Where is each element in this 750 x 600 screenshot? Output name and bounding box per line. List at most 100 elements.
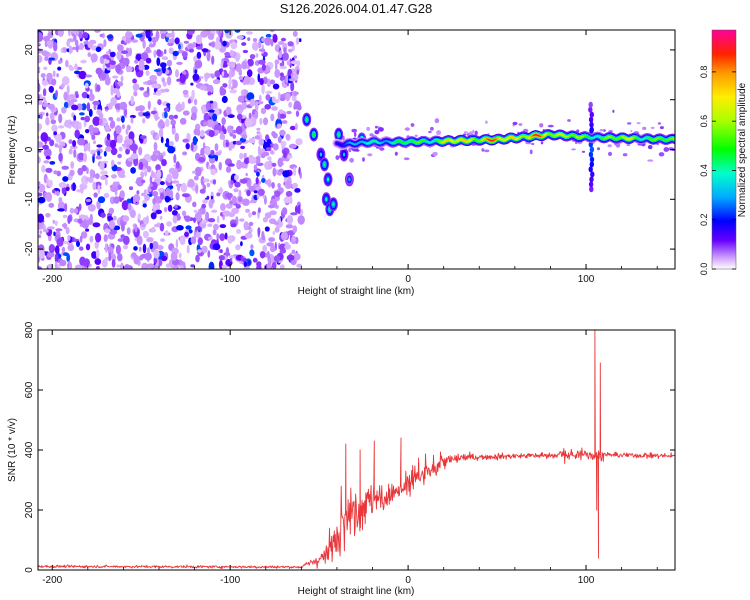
noise-blob bbox=[221, 264, 228, 269]
line-halo-blob bbox=[362, 157, 365, 162]
noise-blob bbox=[210, 102, 214, 112]
noise-blob bbox=[121, 200, 129, 211]
noise-blob bbox=[272, 167, 277, 177]
noise-blob bbox=[53, 131, 58, 136]
noise-blob bbox=[164, 195, 170, 203]
noise-blob bbox=[164, 111, 168, 119]
line-halo-blob bbox=[394, 151, 398, 156]
noise-blob bbox=[191, 141, 194, 152]
noise-blob bbox=[44, 56, 49, 62]
noise-blob bbox=[66, 40, 70, 47]
noise-blob bbox=[154, 264, 159, 269]
noise-blob bbox=[230, 41, 238, 50]
noise-blob bbox=[70, 145, 78, 150]
noise-blob bbox=[172, 50, 179, 57]
noise-blob bbox=[93, 192, 98, 198]
noise-blob bbox=[54, 220, 58, 226]
noise-blob bbox=[133, 246, 138, 251]
noise-blob bbox=[249, 228, 253, 232]
noise-blob bbox=[197, 237, 203, 246]
noise-blob bbox=[156, 49, 162, 57]
noise-blob bbox=[220, 62, 224, 68]
noise-blob bbox=[206, 195, 210, 200]
noise-blob bbox=[276, 123, 282, 129]
noise-blob bbox=[125, 65, 133, 73]
noise-blob bbox=[277, 91, 281, 100]
line-halo-blob bbox=[404, 127, 410, 131]
transition-blob bbox=[305, 117, 308, 122]
noise-blob bbox=[57, 201, 65, 210]
noise-blob bbox=[119, 101, 128, 111]
spike-blob bbox=[589, 161, 594, 168]
noise-blob bbox=[58, 59, 62, 65]
transition-blob bbox=[326, 177, 330, 182]
noise-blob bbox=[290, 81, 295, 92]
noise-blob bbox=[153, 49, 157, 58]
noise-blob bbox=[63, 222, 67, 230]
noise-blob bbox=[96, 84, 101, 92]
noise-blob bbox=[38, 213, 45, 223]
noise-blob bbox=[177, 213, 181, 221]
noise-blob bbox=[149, 183, 153, 188]
noise-blob bbox=[295, 110, 300, 117]
noise-blob bbox=[140, 223, 146, 228]
noise-blob bbox=[129, 143, 138, 152]
line-halo-blob bbox=[472, 129, 475, 134]
noise-blob bbox=[145, 30, 151, 39]
noise-blob bbox=[181, 193, 190, 198]
noise-blob bbox=[177, 183, 181, 192]
noise-blob bbox=[82, 32, 89, 39]
noise-blob bbox=[58, 144, 62, 154]
noise-blob bbox=[139, 135, 147, 140]
noise-blob bbox=[88, 176, 94, 183]
noise-blob bbox=[155, 90, 162, 96]
noise-blob bbox=[45, 192, 53, 202]
spike-blob bbox=[588, 101, 593, 108]
noise-blob bbox=[216, 192, 221, 197]
noise-blob bbox=[163, 107, 169, 112]
noise-blob bbox=[232, 134, 237, 139]
noise-blob bbox=[166, 103, 171, 107]
noise-blob bbox=[41, 50, 49, 56]
noise-blob bbox=[287, 41, 294, 47]
noise-blob bbox=[182, 110, 190, 116]
noise-blob bbox=[265, 90, 273, 95]
noise-blob bbox=[42, 224, 46, 233]
line-halo-blob bbox=[351, 128, 358, 133]
noise-blob bbox=[142, 203, 147, 208]
noise-blob bbox=[166, 59, 173, 67]
noise-blob bbox=[108, 116, 114, 121]
noise-blob bbox=[38, 32, 44, 43]
noise-blob bbox=[64, 203, 68, 212]
noise-blob bbox=[76, 103, 83, 111]
noise-blob bbox=[221, 70, 225, 77]
spike-blob bbox=[588, 166, 593, 173]
noise-blob bbox=[223, 128, 227, 135]
noise-blob bbox=[271, 261, 277, 269]
noise-blob bbox=[176, 265, 179, 269]
noise-blob bbox=[278, 217, 282, 226]
noise-blob bbox=[178, 101, 181, 110]
transition-blob bbox=[323, 162, 326, 167]
noise-blob bbox=[282, 170, 290, 178]
noise-blob bbox=[120, 40, 125, 45]
noise-blob bbox=[38, 156, 41, 164]
noise-blob bbox=[130, 153, 139, 160]
noise-blob bbox=[61, 246, 66, 253]
noise-blob bbox=[149, 242, 154, 250]
noise-blob bbox=[80, 59, 87, 64]
line-halo-blob bbox=[335, 155, 340, 161]
noise-blob bbox=[171, 30, 175, 40]
noise-blob bbox=[236, 159, 242, 170]
noise-blob bbox=[105, 73, 109, 80]
noise-blob bbox=[154, 223, 161, 228]
noise-blob bbox=[154, 113, 159, 122]
noise-blob bbox=[113, 215, 117, 221]
noise-blob bbox=[230, 125, 234, 130]
noise-blob bbox=[49, 161, 56, 165]
snr-y-tick-label: 0 bbox=[24, 567, 35, 573]
noise-blob bbox=[224, 232, 228, 240]
noise-blob bbox=[127, 202, 132, 211]
noise-blob bbox=[203, 112, 210, 123]
